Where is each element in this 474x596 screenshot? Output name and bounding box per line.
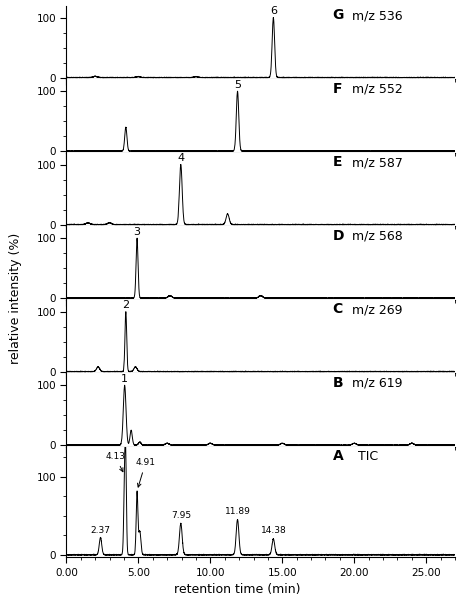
Text: 2: 2 [122,300,129,310]
Text: 3: 3 [134,226,141,237]
Text: relative intensity (%): relative intensity (%) [9,232,22,364]
Text: m/z 619: m/z 619 [352,377,402,390]
Text: F: F [333,82,342,96]
Text: m/z 536: m/z 536 [352,9,403,22]
Text: D: D [333,229,344,243]
Text: 4: 4 [177,153,184,163]
Text: 7.95: 7.95 [171,511,191,520]
Text: B: B [333,375,343,390]
Text: 14.38: 14.38 [261,526,286,535]
Text: 2.37: 2.37 [91,526,110,535]
Text: G: G [333,8,344,22]
Text: E: E [333,155,342,169]
Text: C: C [333,302,343,316]
Text: 4.13: 4.13 [105,452,125,471]
Text: TIC: TIC [358,450,378,463]
Text: m/z 568: m/z 568 [352,229,403,243]
Text: m/z 269: m/z 269 [352,303,402,316]
Text: m/z 552: m/z 552 [352,83,403,96]
Text: 11.89: 11.89 [225,507,250,516]
Text: A: A [333,449,343,463]
Text: retention time (min): retention time (min) [174,583,300,596]
Text: 6: 6 [270,6,277,16]
Text: 1: 1 [121,374,128,384]
Text: 4.91: 4.91 [136,458,155,487]
Text: m/z 587: m/z 587 [352,156,403,169]
Text: 5: 5 [234,80,241,89]
